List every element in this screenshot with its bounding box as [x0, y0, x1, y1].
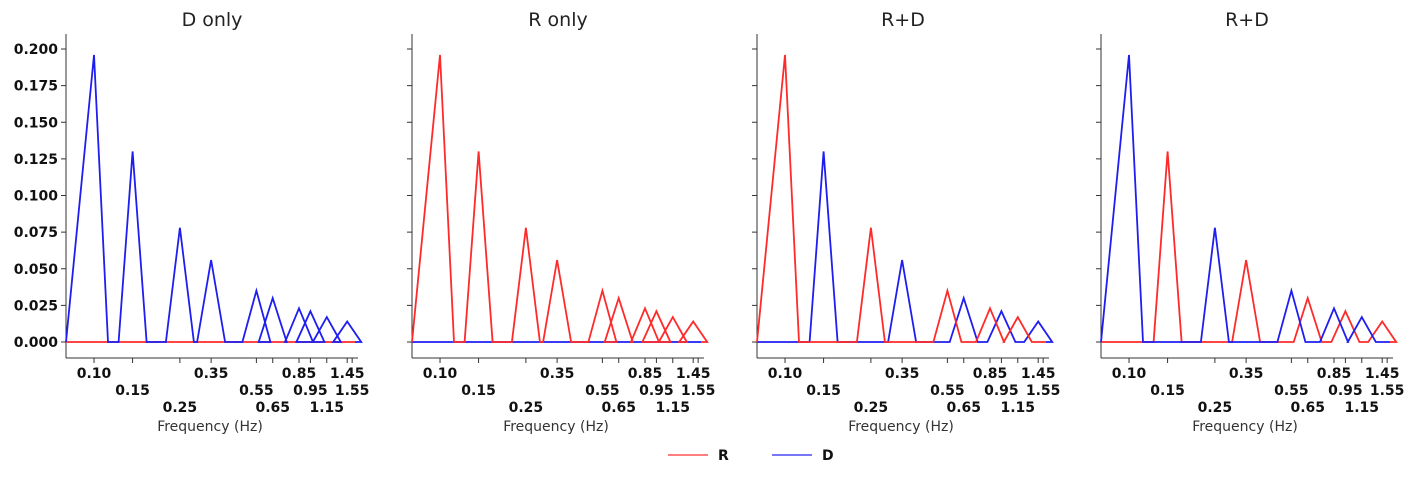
- y-tick-label: 0.200: [14, 42, 59, 58]
- x-tick-label: 1.55: [335, 383, 370, 399]
- x-axis-label: Frequency (Hz): [503, 419, 609, 435]
- x-tick-label: 0.25: [1198, 400, 1233, 416]
- y-tick-label: 0.025: [14, 298, 58, 314]
- x-tick-label: 0.95: [293, 383, 328, 399]
- x-axis-label: Frequency (Hz): [1192, 419, 1298, 435]
- x-tick-label: 0.85: [282, 366, 317, 382]
- x-tick-label: 0.95: [984, 383, 1019, 399]
- x-tick-label: 0.85: [1317, 366, 1352, 382]
- chart-title: D only: [182, 9, 243, 31]
- x-tick-label: 0.85: [628, 366, 663, 382]
- x-tick-label: 0.55: [585, 383, 620, 399]
- x-tick-label: 0.25: [509, 400, 544, 416]
- x-tick-label: 0.65: [946, 400, 981, 416]
- x-tick-label: 1.15: [309, 400, 344, 416]
- x-tick-label: 0.10: [77, 366, 112, 382]
- x-tick-label: 0.25: [163, 400, 198, 416]
- y-tick-label: 0.125: [14, 152, 58, 168]
- x-tick-label: 1.45: [1021, 366, 1056, 382]
- x-tick-label: 0.10: [423, 366, 458, 382]
- x-tick-label: 1.55: [1026, 383, 1061, 399]
- x-tick-label: 0.85: [973, 366, 1008, 382]
- x-tick-label: 1.15: [655, 400, 690, 416]
- series-line-d: [65, 54, 363, 343]
- legend-label-d: D: [822, 448, 834, 464]
- x-tick-label: 0.15: [1150, 383, 1185, 399]
- x-tick-label: 1.45: [1365, 366, 1400, 382]
- x-tick-label: 0.35: [540, 366, 575, 382]
- x-tick-label: 0.10: [1112, 366, 1147, 382]
- y-tick-label: 0.100: [14, 189, 59, 205]
- series-line-r: [756, 54, 1046, 343]
- x-tick-label: 1.15: [1344, 400, 1379, 416]
- y-tick-label: 0.000: [14, 335, 59, 351]
- series-line-r: [411, 54, 709, 343]
- legend-label-r: R: [718, 448, 729, 464]
- x-tick-label: 0.95: [1328, 383, 1363, 399]
- x-tick-label: 0.65: [601, 400, 636, 416]
- x-tick-label: 0.15: [115, 383, 150, 399]
- x-axis-label: Frequency (Hz): [157, 419, 263, 435]
- x-tick-label: 0.35: [194, 366, 229, 382]
- chart-title: R+D: [1225, 9, 1269, 31]
- x-tick-label: 0.65: [255, 400, 290, 416]
- chart-panel: R+D0.100.150.250.350.550.650.850.951.151…: [752, 9, 1060, 435]
- chart-panel: R only0.100.150.250.350.550.650.850.951.…: [407, 9, 715, 435]
- x-tick-label: 1.45: [676, 366, 711, 382]
- x-axis-label: Frequency (Hz): [848, 419, 954, 435]
- x-tick-label: 0.65: [1290, 400, 1325, 416]
- chart-title: R+D: [881, 9, 925, 31]
- x-tick-label: 0.10: [768, 366, 803, 382]
- x-tick-label: 0.15: [461, 383, 496, 399]
- chart-panel: R+D0.100.150.250.350.550.650.850.951.151…: [1096, 9, 1404, 435]
- x-tick-label: 0.25: [854, 400, 889, 416]
- x-tick-label: 0.35: [885, 366, 920, 382]
- y-tick-label: 0.150: [14, 115, 59, 131]
- x-tick-label: 0.95: [639, 383, 674, 399]
- x-tick-label: 0.55: [930, 383, 965, 399]
- y-tick-label: 0.050: [14, 262, 59, 278]
- x-tick-label: 1.45: [330, 366, 365, 382]
- chart-panel: D only 0.000 0.025 0.050 0.075 0.100 0.125 0.15…: [14, 9, 370, 435]
- y-tick-label: 0.175: [14, 79, 58, 95]
- x-tick-label: 0.55: [1274, 383, 1309, 399]
- x-tick-label: 0.55: [239, 383, 274, 399]
- x-tick-label: 1.15: [1000, 400, 1035, 416]
- chart-title: R only: [528, 9, 587, 31]
- x-tick-label: 0.15: [806, 383, 841, 399]
- x-tick-label: 1.55: [681, 383, 716, 399]
- x-tick-label: 0.35: [1229, 366, 1264, 382]
- series-line-r: [1101, 151, 1398, 343]
- x-tick-label: 1.55: [1370, 383, 1405, 399]
- chart-panels: D only 0.000 0.025 0.050 0.075 0.100 0.125 0.15…: [14, 9, 1405, 435]
- y-tick-label: 0.075: [14, 225, 58, 241]
- series-line-d: [757, 151, 1054, 343]
- series-line-d: [1100, 54, 1390, 343]
